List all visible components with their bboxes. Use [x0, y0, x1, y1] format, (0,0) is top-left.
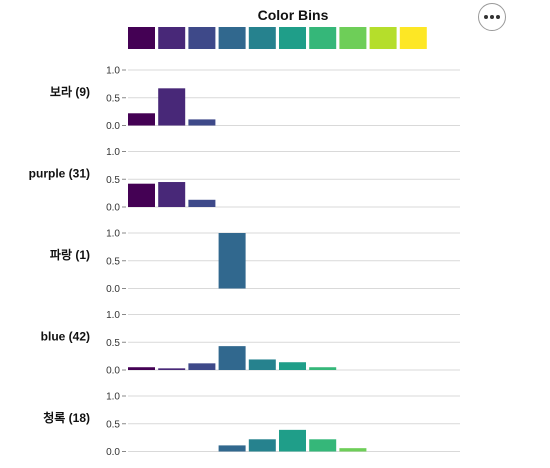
legend-bin-swatch: [128, 27, 155, 49]
bar: [128, 367, 155, 370]
chart-title: Color Bins: [258, 7, 329, 23]
y-tick-label: 0.5: [106, 419, 120, 430]
bar: [309, 367, 337, 370]
bar: [188, 119, 216, 126]
bar: [188, 363, 216, 370]
bar: [248, 359, 276, 370]
y-tick-label: 0.0: [106, 366, 120, 377]
chart-row: 보라 (9) 1.0 0.5 0.0: [50, 66, 460, 132]
more-horizontal-icon: [484, 15, 500, 19]
legend-bin-swatch: [279, 27, 306, 49]
chart-row: 청록 (18) 1.0 0.5 0.0: [43, 392, 460, 458]
legend-bin-swatch: [158, 27, 186, 49]
bar: [279, 362, 306, 370]
y-tick-label: 0.5: [106, 93, 120, 104]
chart-row: 파랑 (1) 1.0 0.5 0.0: [50, 229, 460, 295]
bar: [128, 183, 155, 207]
bar: [128, 113, 155, 126]
y-tick-label: 0.5: [106, 338, 120, 349]
bar: [158, 368, 186, 370]
legend-bin-swatch: [339, 27, 367, 49]
y-tick-label: 0.5: [106, 175, 120, 186]
y-tick-label: 0.0: [106, 121, 120, 132]
bar: [218, 346, 246, 370]
y-tick-label: 0.0: [106, 284, 120, 295]
legend-bin-swatch: [248, 27, 276, 49]
y-tick-label: 1.0: [106, 229, 120, 240]
color-bin-legend: [128, 27, 427, 49]
y-tick-label: 1.0: [106, 310, 120, 321]
row-label: 보라 (9): [50, 84, 90, 99]
bar: [188, 199, 216, 207]
legend-bin-swatch: [369, 27, 397, 49]
bar: [279, 429, 306, 452]
row-label: 파랑 (1): [50, 247, 90, 262]
row-label: purple (31): [29, 167, 90, 181]
bar: [309, 439, 337, 452]
more-options-button[interactable]: [478, 3, 506, 31]
legend-bin-swatch: [399, 27, 427, 49]
y-tick-label: 0.0: [106, 203, 120, 214]
chart-row: blue (42) 1.0 0.5 0.0: [41, 310, 460, 377]
row-label: blue (42): [41, 330, 90, 344]
legend-bin-swatch: [309, 27, 337, 49]
bar: [218, 233, 246, 289]
y-tick-label: 1.0: [106, 147, 120, 158]
y-tick-label: 0.5: [106, 256, 120, 267]
y-tick-label: 0.0: [106, 447, 120, 458]
y-tick-label: 1.0: [106, 66, 120, 77]
bar: [248, 439, 276, 452]
chart-row: purple (31) 1.0 0.5 0.0: [29, 147, 460, 214]
bar: [158, 182, 186, 207]
bar: [158, 88, 186, 126]
y-tick-label: 1.0: [106, 392, 120, 403]
row-label: 청록 (18): [43, 410, 90, 425]
bar: [339, 448, 367, 452]
legend-bin-swatch: [218, 27, 246, 49]
legend-bin-swatch: [188, 27, 216, 49]
bar: [218, 445, 246, 452]
